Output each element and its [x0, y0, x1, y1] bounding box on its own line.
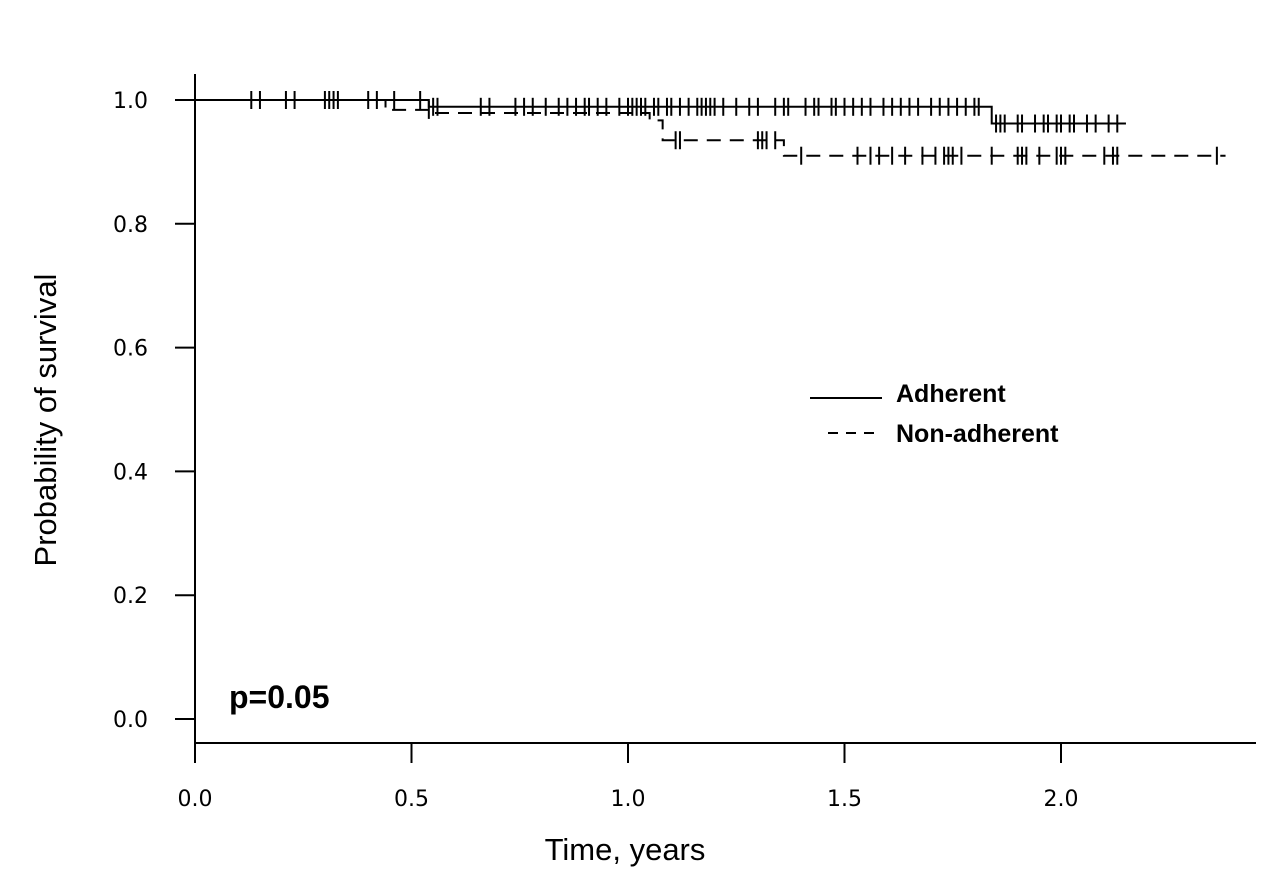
x-tick-label: 0.5: [394, 787, 429, 812]
p-value-annotation: p=0.05: [229, 679, 330, 715]
x-tick-label: 2.0: [1044, 787, 1079, 812]
y-tick-label: 0.6: [113, 337, 148, 362]
y-tick-label: 0.4: [113, 460, 148, 485]
legend: Adherent Non-adherent: [810, 380, 1059, 448]
series-adherent: [195, 91, 1126, 133]
legend-label-adherent: Adherent: [896, 380, 1006, 408]
x-tick-label: 0.0: [178, 787, 213, 812]
y-tick-label: 0.2: [113, 584, 148, 609]
x-tick-label: 1.5: [827, 787, 862, 812]
x-tick-label: 1.0: [611, 787, 646, 812]
survival-curve: [195, 99, 1226, 157]
y-tick-label: 0.8: [113, 213, 148, 238]
x-axis-label: Time, years: [545, 832, 706, 867]
y-tick-label: 1.0: [113, 89, 148, 114]
y-axis-label: Probability of survival: [28, 274, 63, 567]
series-non-adherent: [195, 99, 1226, 165]
y-tick-label: 0.0: [113, 708, 148, 733]
legend-label-non-adherent: Non-adherent: [896, 420, 1059, 448]
